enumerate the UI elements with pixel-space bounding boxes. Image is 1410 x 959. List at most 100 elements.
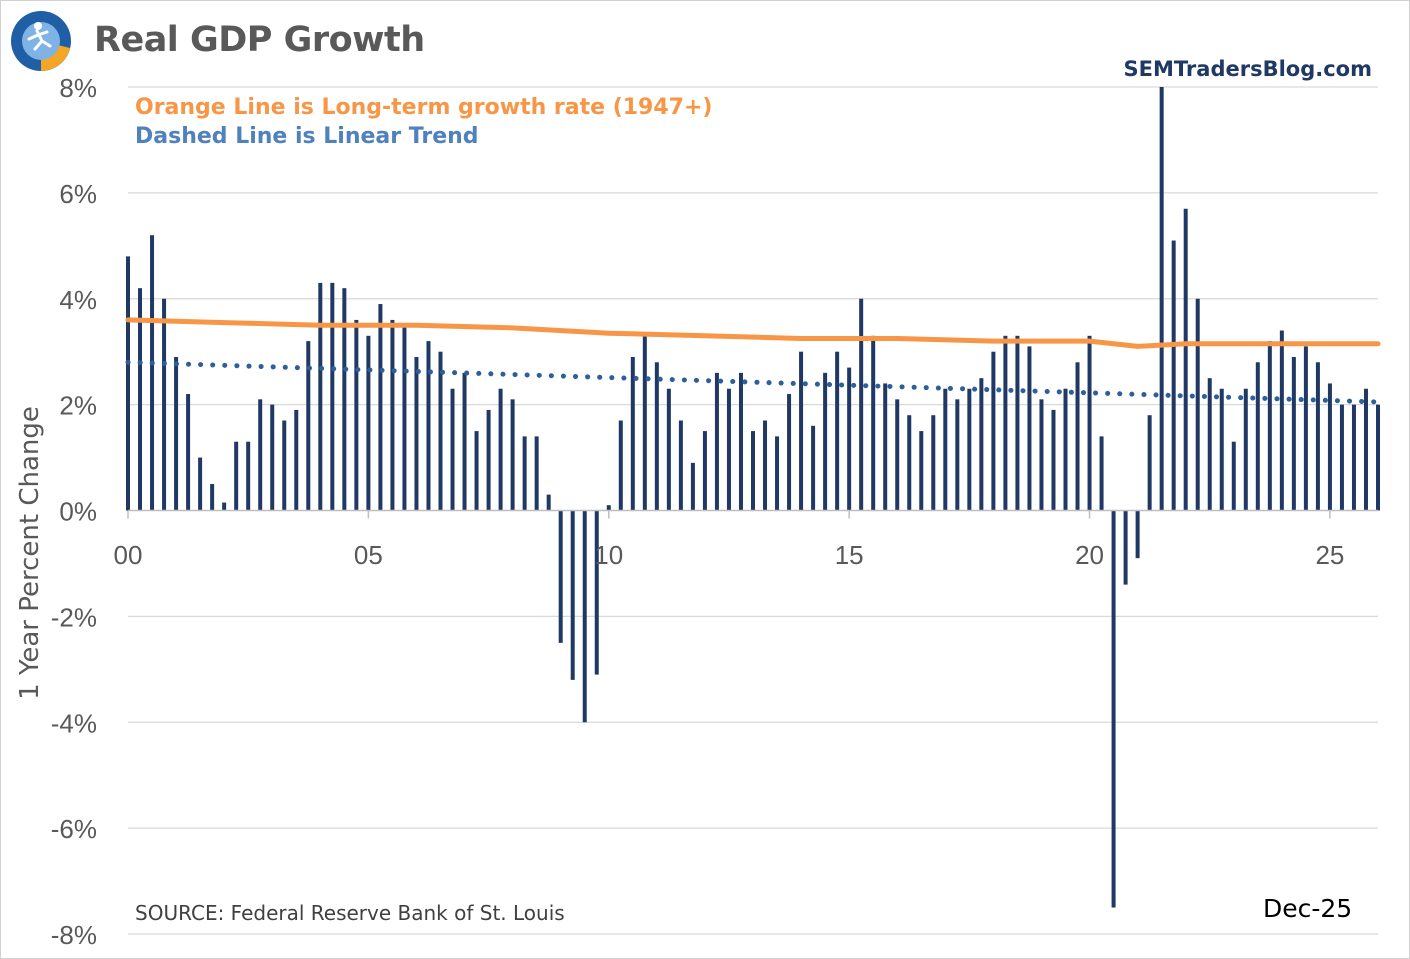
gdp-bar — [606, 505, 611, 511]
y-tick-label: 6% — [59, 179, 97, 209]
gdp-bar — [438, 351, 443, 511]
gdp-bar — [642, 335, 647, 511]
gdp-bar — [366, 335, 371, 511]
gdp-bar — [763, 420, 768, 511]
gdp-bar — [1315, 362, 1320, 511]
gdp-bar — [967, 388, 972, 511]
gdp-bar — [162, 298, 167, 511]
gdp-bar — [1135, 510, 1140, 559]
gdp-bar — [306, 341, 311, 511]
gdp-bar — [510, 399, 515, 511]
linear-trend — [125, 359, 1381, 405]
gdp-bar — [270, 404, 275, 511]
gdp-bar — [799, 351, 804, 511]
gdp-bar — [714, 372, 719, 511]
y-tick-label: -6% — [51, 814, 97, 844]
gdp-bar — [1339, 404, 1344, 511]
as-of-date: Dec-25 — [1263, 894, 1353, 923]
gdp-bar — [426, 341, 431, 511]
gdp-bar — [390, 319, 395, 511]
gdp-bar — [690, 462, 695, 511]
gdp-bar — [1111, 510, 1116, 908]
x-tick-label: 05 — [354, 540, 383, 570]
gdp-bar — [1159, 87, 1164, 511]
gdp-bar — [823, 372, 828, 511]
gdp-bar — [919, 431, 924, 511]
gdp-bars — [126, 87, 1380, 908]
gdp-bar — [943, 388, 948, 511]
gdp-bar — [895, 399, 900, 511]
gdp-bar — [630, 356, 635, 511]
gdp-bar — [1063, 388, 1068, 511]
gdp-bar — [534, 436, 539, 511]
source-note: SOURCE: Federal Reserve Bank of St. Loui… — [135, 901, 565, 925]
y-tick-label: -4% — [51, 708, 97, 738]
gdp-bar — [126, 256, 130, 511]
gdp-bar — [618, 420, 623, 511]
gdp-bar — [1183, 208, 1188, 511]
gdp-bar — [1027, 346, 1032, 511]
gdp-bar — [450, 388, 455, 511]
gdp-bar — [1267, 341, 1272, 511]
gdp-bar — [1363, 388, 1368, 511]
gdp-bar — [294, 409, 299, 511]
gdp-bar — [931, 415, 936, 511]
gdp-bar — [1291, 356, 1296, 511]
chart-title: Real GDP Growth — [94, 20, 425, 60]
linear-trend-line — [125, 359, 1381, 405]
gdp-bar — [1039, 399, 1044, 511]
gdp-bar — [474, 431, 479, 511]
gdp-bar — [174, 356, 179, 511]
gdp-bar — [859, 298, 864, 511]
gdp-bar — [991, 351, 996, 511]
gdp-bar — [330, 282, 335, 511]
gdp-bar — [1051, 409, 1056, 511]
gdp-bar — [342, 288, 347, 511]
gdp-bar — [654, 362, 659, 511]
gdp-bar — [678, 420, 683, 511]
gdp-bar — [498, 388, 503, 511]
x-tick-label: 10 — [594, 540, 623, 570]
gdp-bar — [462, 372, 467, 511]
gdp-bar — [198, 457, 203, 511]
gdp-bar — [738, 372, 743, 511]
gdp-bar — [1376, 404, 1380, 511]
y-tick-label: 0% — [59, 497, 97, 527]
runner-logo-icon — [11, 11, 71, 71]
gdp-bar — [955, 399, 960, 511]
gridlines — [128, 86, 1378, 935]
gdp-bar — [1303, 346, 1308, 511]
gdp-bar — [582, 510, 587, 723]
gdp-bar — [847, 367, 852, 511]
gdp-bar — [282, 420, 287, 511]
gdp-bar — [414, 356, 419, 511]
gdp-bar — [378, 304, 383, 511]
gdp-bar — [150, 235, 155, 511]
gdp-bar — [1327, 383, 1332, 511]
gdp-bar — [318, 282, 323, 511]
long-term-line — [125, 317, 1381, 349]
x-tick-label: 20 — [1075, 540, 1104, 570]
gdp-bar — [1075, 362, 1080, 511]
gdp-bar — [1015, 335, 1020, 511]
gdp-bar — [1243, 388, 1248, 511]
y-tick-label: 2% — [59, 391, 97, 421]
website-label: SEMTradersBlog.com — [1123, 57, 1372, 81]
trend-note: Dashed Line is Linear Trend — [135, 124, 479, 149]
gdp-bar — [1255, 362, 1260, 511]
gdp-bar — [666, 388, 671, 511]
gdp-bar — [907, 415, 912, 511]
gdp-bar — [486, 409, 491, 511]
gdp-bar — [594, 510, 599, 675]
gdp-bar — [1195, 298, 1200, 511]
gdp-bar — [234, 441, 239, 511]
gdp-bar — [979, 378, 984, 511]
gdp-bar — [546, 494, 551, 511]
y-tick-label: 8% — [59, 73, 97, 103]
gdp-bar — [222, 502, 227, 511]
x-tick-label: 25 — [1315, 540, 1344, 570]
x-tick-label: 00 — [114, 540, 143, 570]
gdp-bar — [402, 325, 407, 511]
